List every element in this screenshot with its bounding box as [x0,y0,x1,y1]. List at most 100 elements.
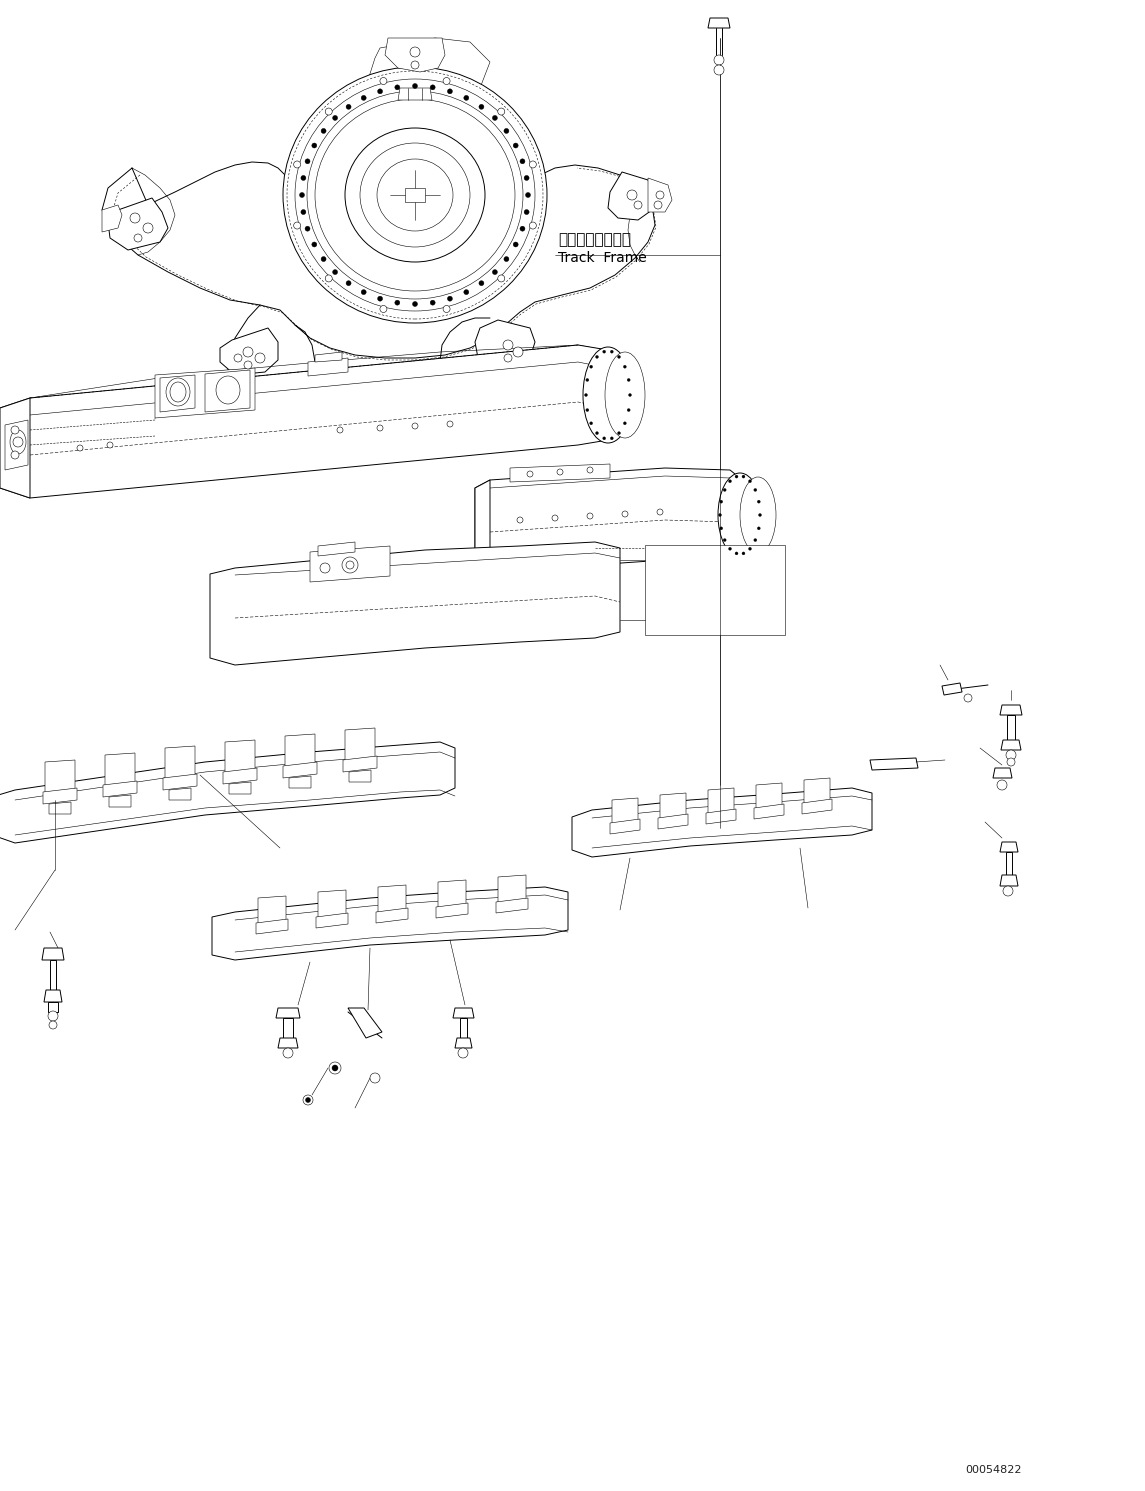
Circle shape [634,201,642,209]
Circle shape [305,227,310,231]
Circle shape [586,409,589,412]
Polygon shape [42,948,64,960]
Circle shape [492,115,497,121]
Circle shape [617,355,621,358]
Ellipse shape [583,347,633,443]
Polygon shape [436,904,468,918]
Polygon shape [44,789,77,804]
Circle shape [412,423,418,429]
Polygon shape [0,344,608,498]
Polygon shape [942,683,962,695]
Polygon shape [1006,716,1014,740]
Circle shape [361,95,366,100]
Polygon shape [165,746,195,783]
Circle shape [503,340,513,350]
Circle shape [657,508,663,514]
Circle shape [520,227,524,231]
Circle shape [410,48,420,57]
Circle shape [377,425,382,431]
Polygon shape [160,376,195,412]
Circle shape [556,470,563,476]
Circle shape [504,256,508,261]
Polygon shape [103,781,137,798]
Circle shape [321,256,326,261]
Circle shape [395,300,400,306]
Ellipse shape [216,376,240,404]
Polygon shape [45,760,76,798]
Circle shape [595,355,599,358]
Polygon shape [496,898,528,912]
Circle shape [311,143,317,148]
Circle shape [1006,757,1014,766]
Circle shape [143,224,153,233]
Circle shape [447,420,453,426]
Polygon shape [645,546,785,635]
Polygon shape [708,18,731,28]
Polygon shape [378,886,406,917]
Circle shape [526,192,530,197]
Polygon shape [229,781,251,795]
Polygon shape [345,728,376,765]
Circle shape [370,1074,380,1082]
Polygon shape [105,753,135,790]
Polygon shape [648,177,672,212]
Circle shape [332,115,338,121]
Polygon shape [475,468,740,573]
Circle shape [1006,750,1016,760]
Circle shape [412,301,418,307]
Polygon shape [318,543,355,556]
Circle shape [306,1097,310,1102]
Ellipse shape [605,352,645,438]
Circle shape [464,289,468,295]
Circle shape [623,365,626,368]
Circle shape [719,513,721,516]
Ellipse shape [315,98,515,291]
Circle shape [479,104,484,109]
Circle shape [498,274,505,282]
Circle shape [997,780,1006,790]
Ellipse shape [283,67,547,324]
Polygon shape [475,321,535,368]
Polygon shape [349,769,371,781]
Polygon shape [205,370,250,412]
Polygon shape [993,768,1012,778]
Circle shape [395,85,400,89]
Polygon shape [210,543,619,665]
Polygon shape [756,783,782,813]
Circle shape [134,234,142,242]
Polygon shape [510,464,610,482]
Circle shape [479,280,484,286]
Polygon shape [315,352,342,362]
Polygon shape [475,480,490,573]
Text: Track  Frame: Track Frame [558,250,647,265]
Circle shape [300,192,305,197]
Polygon shape [610,819,640,833]
Polygon shape [163,774,197,790]
Circle shape [617,431,621,434]
Polygon shape [256,918,289,933]
Circle shape [325,107,332,115]
Polygon shape [0,743,455,842]
Circle shape [332,270,338,274]
Circle shape [735,476,739,479]
Circle shape [411,61,419,69]
Ellipse shape [307,91,523,300]
Circle shape [622,511,627,517]
Circle shape [342,558,358,573]
Polygon shape [0,398,30,498]
Circle shape [443,306,450,313]
Polygon shape [348,1008,382,1038]
Circle shape [742,552,745,555]
Circle shape [595,431,599,434]
Circle shape [492,270,497,274]
Polygon shape [258,896,286,927]
Circle shape [448,89,452,94]
Circle shape [431,85,435,89]
Circle shape [243,347,253,356]
Circle shape [590,365,593,368]
Polygon shape [611,798,638,828]
Circle shape [513,242,519,248]
Circle shape [587,513,593,519]
Polygon shape [708,789,734,819]
Polygon shape [1000,875,1018,886]
